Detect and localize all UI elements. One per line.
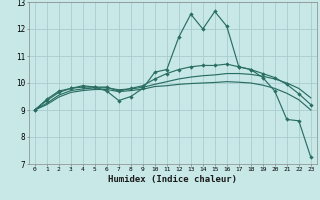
X-axis label: Humidex (Indice chaleur): Humidex (Indice chaleur) xyxy=(108,175,237,184)
